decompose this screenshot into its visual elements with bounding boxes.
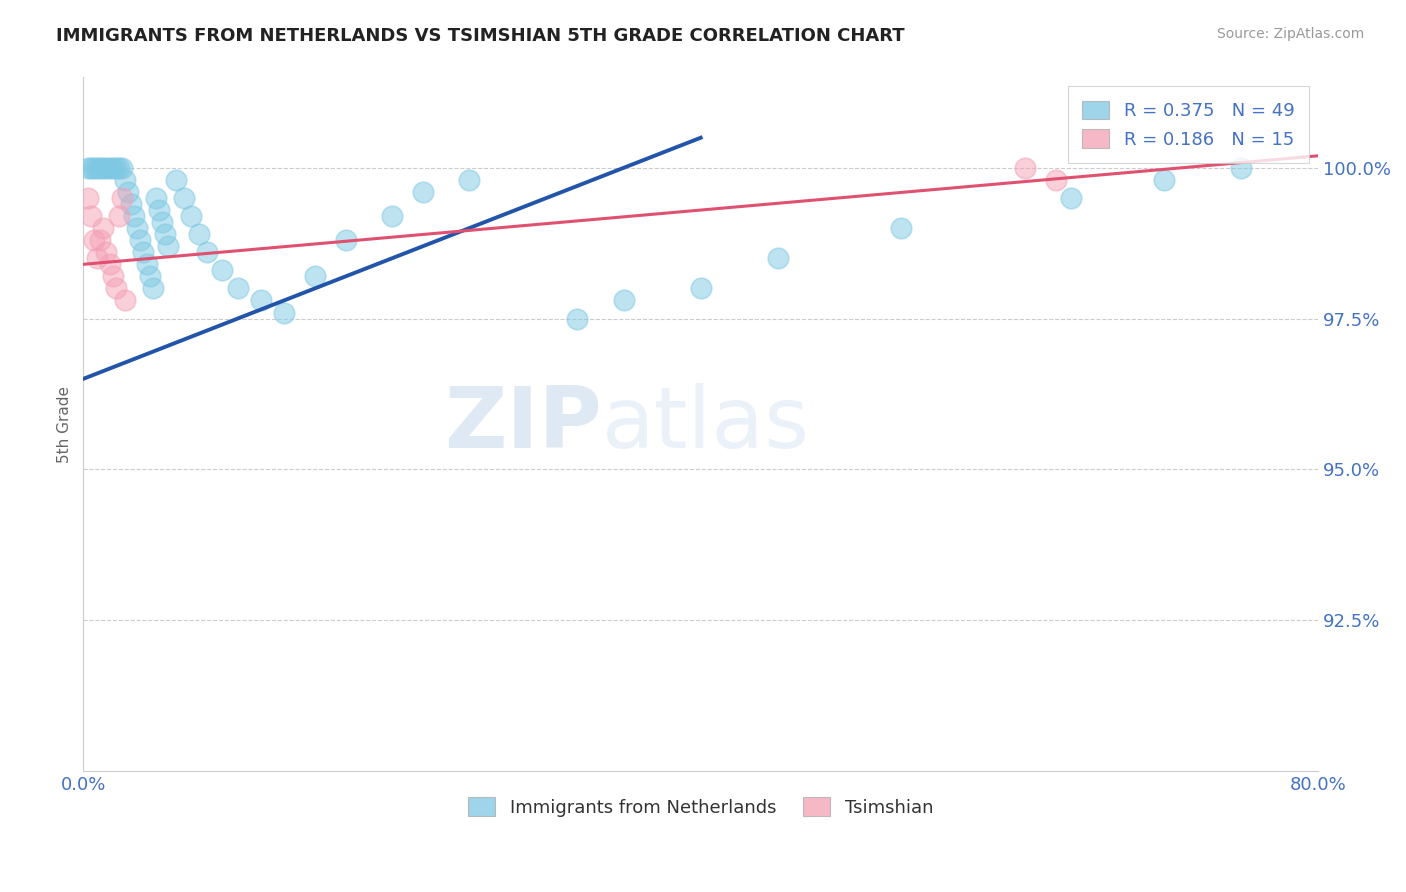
Text: Source: ZipAtlas.com: Source: ZipAtlas.com [1216,27,1364,41]
Point [612,293,634,308]
Point [111,191,134,205]
Point [689,281,711,295]
Point [98,161,121,175]
Point [77,161,100,175]
Point [98,257,121,271]
Point [114,173,136,187]
Point [153,227,176,242]
Point [304,269,326,284]
Point [188,227,211,242]
Point [173,191,195,205]
Point [117,185,139,199]
Point [83,233,105,247]
Point [890,221,912,235]
Point [458,173,481,187]
Point [96,161,118,175]
Point [1045,173,1067,187]
Point [132,245,155,260]
Point [226,281,249,295]
Point [129,233,152,247]
Point [107,209,129,223]
Point [145,191,167,205]
Point [114,293,136,308]
Point [195,245,218,260]
Point [122,209,145,223]
Point [89,233,111,247]
Point [101,161,124,175]
Point [96,245,118,260]
Legend: Immigrants from Netherlands, Tsimshian: Immigrants from Netherlands, Tsimshian [461,790,941,824]
Point [335,233,357,247]
Point [381,209,404,223]
Point [211,263,233,277]
Point [127,221,149,235]
Point [120,197,142,211]
Point [1153,173,1175,187]
Point [83,161,105,175]
Point [111,161,134,175]
Point [142,281,165,295]
Point [148,202,170,217]
Point [766,252,789,266]
Text: IMMIGRANTS FROM NETHERLANDS VS TSIMSHIAN 5TH GRADE CORRELATION CHART: IMMIGRANTS FROM NETHERLANDS VS TSIMSHIAN… [56,27,905,45]
Point [1230,161,1253,175]
Point [77,191,100,205]
Point [1014,161,1036,175]
Point [165,173,187,187]
Y-axis label: 5th Grade: 5th Grade [58,385,72,463]
Text: atlas: atlas [602,383,810,466]
Point [80,209,103,223]
Text: ZIP: ZIP [444,383,602,466]
Point [93,161,115,175]
Point [150,215,173,229]
Point [80,161,103,175]
Point [86,161,108,175]
Point [412,185,434,199]
Point [567,311,589,326]
Point [104,281,127,295]
Point [180,209,202,223]
Point [89,161,111,175]
Point [157,239,180,253]
Point [104,161,127,175]
Point [101,269,124,284]
Point [249,293,271,308]
Point [93,221,115,235]
Point [107,161,129,175]
Point [1060,191,1083,205]
Point [273,305,295,319]
Point [135,257,157,271]
Point [86,252,108,266]
Point [138,269,160,284]
